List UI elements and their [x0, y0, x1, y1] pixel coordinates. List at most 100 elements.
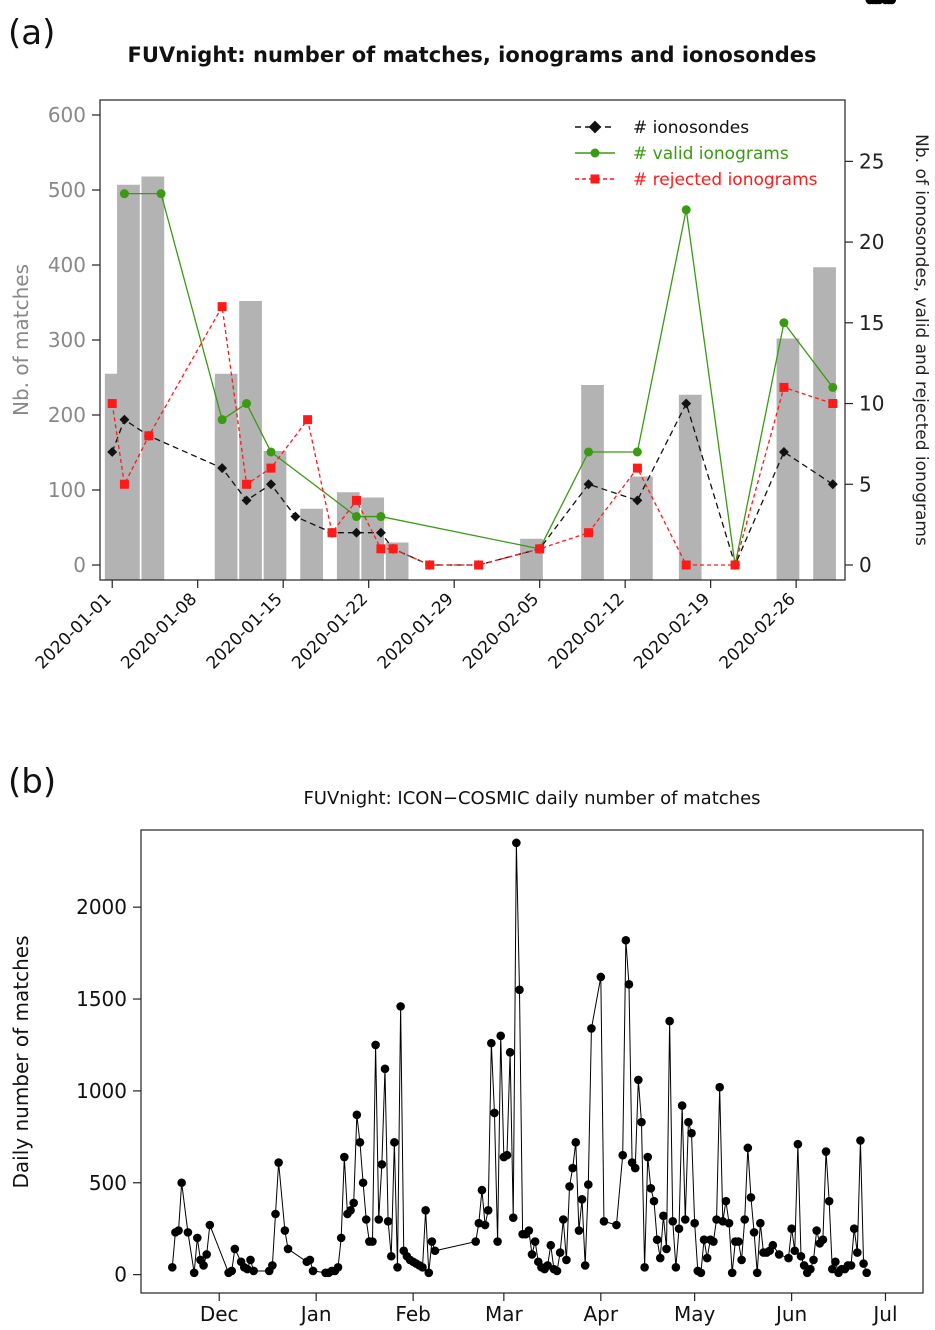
daily-matches-point [508, 1213, 518, 1222]
matches-bar [214, 373, 238, 580]
right-axis-tick-label: 10 [859, 392, 884, 416]
panel-a-ylabel-left: Nb. of matches [9, 264, 33, 416]
daily-matches-point [490, 1108, 499, 1118]
ionosondes-point [217, 463, 228, 474]
daily-matches-point [430, 1246, 440, 1256]
x-axis-tick-label: 2020-01-08 [117, 589, 201, 673]
x-axis-tick-label: 2020-01-22 [288, 589, 372, 673]
daily-matches-point [721, 1196, 731, 1206]
daily-matches-point [806, 1264, 815, 1274]
daily-matches-point [821, 1147, 831, 1156]
daily-matches-point [824, 1196, 834, 1206]
ionosondes-point [241, 495, 252, 506]
rejected-ionograms-point [828, 399, 838, 409]
matches-bar [361, 497, 385, 580]
panel-a-ylabel-right: Nb. of ionosondes, valid and rejected io… [911, 134, 931, 546]
daily-matches-point [659, 1211, 668, 1221]
panel-a-left-axis: 0 100 200 300 400 500 600 [48, 103, 100, 577]
matches-bar [581, 385, 604, 580]
daily-matches-point [167, 1262, 177, 1272]
daily-matches-point [383, 1217, 393, 1226]
daily-matches-point [346, 1206, 355, 1215]
rejected-ionograms-point [266, 463, 276, 473]
x-axis-tick-label: Mar [485, 1302, 524, 1326]
daily-matches-point [846, 1261, 856, 1270]
ionosondes-point [375, 527, 386, 538]
daily-matches-point [684, 1117, 693, 1127]
daily-matches-point [831, 1257, 840, 1267]
daily-matches-point [477, 1185, 487, 1195]
daily-matches-point [355, 1138, 365, 1147]
matches-bar [117, 184, 140, 580]
valid-ionograms-point [632, 447, 642, 457]
rejected-ionograms-point [217, 302, 227, 312]
daily-matches-point [393, 1262, 402, 1272]
daily-matches-point [702, 1253, 712, 1263]
daily-matches-point [308, 1266, 318, 1276]
panel-a-legend: # ionosondes # valid ionograms # rejecte… [575, 118, 818, 190]
daily-matches-point [699, 1235, 709, 1245]
daily-matches-point [230, 1244, 240, 1254]
x-axis-tick-label: 2020-02-19 [630, 589, 714, 673]
x-axis-tick-label: May [674, 1302, 716, 1326]
daily-matches-point [227, 1266, 237, 1276]
valid-ionograms-point [266, 447, 276, 457]
daily-matches-point [493, 1237, 502, 1246]
daily-matches-point [793, 1139, 803, 1149]
valid-ionograms-point [779, 318, 789, 328]
matches-bar [813, 267, 836, 580]
daily-matches-point [784, 1253, 793, 1263]
x-axis-tick-label: 2020-02-12 [545, 589, 629, 673]
matches-bar [141, 176, 165, 580]
valid-ionograms-point [584, 447, 594, 457]
daily-matches-point [565, 1182, 574, 1191]
ionosondes-point [583, 479, 594, 490]
daily-matches-point [687, 1128, 696, 1138]
panel-b-title: FUVnight: ICON−COSMIC daily number of ma… [303, 788, 760, 809]
rejected-ionograms-point [376, 544, 386, 554]
daily-matches-point [584, 1180, 593, 1189]
daily-matches-point [671, 1262, 681, 1272]
daily-matches-point [646, 1183, 656, 1193]
ionosondes-point [778, 447, 789, 457]
daily-matches-point [487, 1038, 496, 1048]
legend-label-rejected: # rejected ionograms [633, 170, 818, 190]
daily-matches-point [527, 1250, 537, 1259]
daily-matches-point [530, 1237, 540, 1246]
rejected-ionograms-point [425, 560, 435, 570]
daily-matches-point [189, 1268, 199, 1278]
valid-ionograms-point [351, 512, 361, 522]
legend-label-ionosondes: # ionosondes [633, 118, 749, 138]
daily-matches-point [340, 1152, 349, 1162]
daily-matches-point [727, 1268, 737, 1278]
daily-matches-point [562, 1255, 571, 1265]
left-axis-tick-label: 500 [48, 178, 86, 202]
x-axis-tick-label: Jun [774, 1302, 807, 1326]
panel-a-bars [104, 176, 836, 580]
daily-matches-point [668, 1217, 678, 1226]
ionosondes-point [290, 511, 301, 522]
daily-matches-point [349, 1198, 359, 1208]
rejected-ionograms-point [351, 495, 361, 505]
daily-matches-line [171, 842, 868, 1274]
daily-matches-point [743, 1143, 753, 1153]
daily-matches-point [246, 1255, 255, 1265]
daily-matches-point [887, 0, 897, 5]
rejected-ionograms-point [681, 560, 691, 570]
daily-matches-point [818, 1235, 828, 1245]
daily-matches-point [471, 1237, 480, 1246]
x-axis-tick-label: Dec [200, 1302, 239, 1326]
x-axis-tick-label: 2020-01-01 [32, 589, 116, 673]
daily-matches-point [418, 1262, 427, 1272]
left-axis-tick-label: 0 [73, 553, 86, 577]
daily-matches-point [512, 838, 521, 848]
x-axis-tick-label: 2020-02-26 [716, 589, 800, 673]
legend-marker-rejected [590, 174, 600, 184]
daily-matches-point [424, 1268, 434, 1278]
matches-bar [239, 301, 262, 580]
daily-matches-point [199, 1261, 208, 1270]
daily-matches-point [202, 1250, 211, 1259]
daily-matches-point [696, 1268, 706, 1278]
daily-matches-point [543, 1261, 552, 1270]
